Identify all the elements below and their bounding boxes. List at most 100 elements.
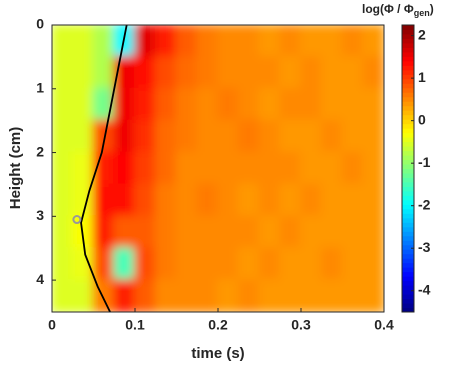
colorbar-swatch	[402, 195, 414, 201]
colorbar-swatch	[402, 38, 414, 44]
colorbar-swatch	[402, 271, 414, 277]
heat-cell	[175, 87, 199, 122]
heat-cell	[175, 25, 199, 58]
colorbar-swatch	[402, 74, 414, 80]
heat-cell	[196, 279, 219, 312]
heat-cell	[52, 215, 74, 250]
heat-cell	[279, 183, 302, 218]
heat-cell	[237, 25, 261, 58]
colorbar-swatch	[402, 172, 414, 178]
colorbar-frame	[401, 24, 415, 313]
heat-cell	[113, 87, 136, 122]
colorbar-swatch	[402, 119, 414, 125]
heat-cell	[71, 25, 95, 58]
heat-cell	[196, 87, 219, 122]
heat-cell	[154, 279, 178, 312]
heat-cell	[92, 183, 116, 218]
heat-cell	[320, 151, 344, 186]
colorbar-swatch	[402, 141, 414, 147]
heat-cell	[237, 215, 261, 250]
heat-cell	[279, 247, 302, 282]
colorbar-swatch	[402, 222, 414, 228]
colorbar-swatch	[402, 92, 414, 98]
label-main: log(Φ / Φ	[362, 2, 414, 16]
colorbar-swatch	[402, 276, 414, 282]
heat-cell	[217, 183, 240, 218]
colorbar-swatch	[402, 128, 414, 134]
heat-cell	[113, 119, 136, 154]
colorbar-swatch	[402, 132, 414, 138]
heat-cell	[320, 247, 344, 282]
colorbar-tick-label: -4	[418, 281, 431, 297]
colorbar-swatch	[402, 146, 414, 152]
heat-cell	[113, 183, 136, 218]
heat-cell	[154, 25, 178, 58]
colorbar-swatch	[402, 285, 414, 291]
heat-cell	[52, 25, 74, 58]
heat-cell	[300, 55, 323, 90]
colorbar-swatch	[402, 262, 414, 268]
colorbar-swatch	[402, 51, 414, 57]
heat-cell	[320, 119, 344, 154]
heat-cell	[362, 119, 384, 154]
heat-cell	[258, 55, 282, 90]
heat-cell	[92, 25, 116, 58]
colorbar-tick-label: 2	[418, 26, 426, 42]
colorbar-swatch	[402, 217, 414, 223]
heat-cell	[134, 183, 157, 218]
colorbar-swatch	[402, 159, 414, 165]
colorbar-tick-label: -1	[418, 154, 431, 170]
heat-cell	[71, 119, 95, 154]
heat-cell	[71, 87, 95, 122]
colorbar-swatch	[402, 60, 414, 66]
heat-cell	[341, 25, 365, 58]
cells	[52, 25, 384, 312]
heat-cell	[175, 183, 199, 218]
heat-cell	[237, 151, 261, 186]
heat-cell	[71, 279, 95, 312]
heat-cell	[362, 183, 384, 218]
heat-cell	[134, 55, 157, 90]
heat-cell	[134, 215, 157, 250]
heat-cell	[217, 247, 240, 282]
heat-cell	[134, 87, 157, 122]
y-tick-label: 3	[36, 207, 44, 223]
heat-cell	[258, 119, 282, 154]
heat-cell	[134, 279, 157, 312]
heat-cell	[154, 55, 178, 90]
colorbar-swatch	[402, 123, 414, 129]
heat-cell	[175, 151, 199, 186]
heat-cell	[258, 183, 282, 218]
heat-cell	[237, 183, 261, 218]
colorbar-swatch	[402, 110, 414, 116]
x-tick-label: 0.2	[208, 317, 228, 333]
colorbar-swatch	[402, 29, 414, 35]
colorbar-swatch	[402, 307, 414, 313]
heat-cell	[217, 151, 240, 186]
heat-cell	[362, 279, 384, 312]
heat-cell	[279, 119, 302, 154]
heat-cell	[279, 25, 302, 58]
x-tick-label: 0.1	[125, 317, 145, 333]
heat-cell	[362, 25, 384, 58]
colorbar-swatch	[402, 181, 414, 187]
heat-cell	[320, 279, 344, 312]
colorbar-swatch	[402, 78, 414, 84]
heat-cell	[92, 119, 116, 154]
heat-cell	[217, 279, 240, 312]
colorbar-swatch	[402, 280, 414, 286]
heat-cell	[279, 87, 302, 122]
x-tick-label: 0.4	[374, 317, 394, 333]
heat-cell	[134, 151, 157, 186]
heat-cell	[362, 87, 384, 122]
colorbar-swatch	[402, 190, 414, 196]
heat-cell	[237, 247, 261, 282]
colorbar-tick-label: 0	[418, 111, 426, 127]
heat-cell	[92, 247, 116, 282]
heat-cell	[300, 25, 323, 58]
heat-cell	[175, 247, 199, 282]
heat-cell	[217, 25, 240, 58]
colorbar-swatch	[402, 105, 414, 111]
colorbar-swatch	[402, 289, 414, 295]
